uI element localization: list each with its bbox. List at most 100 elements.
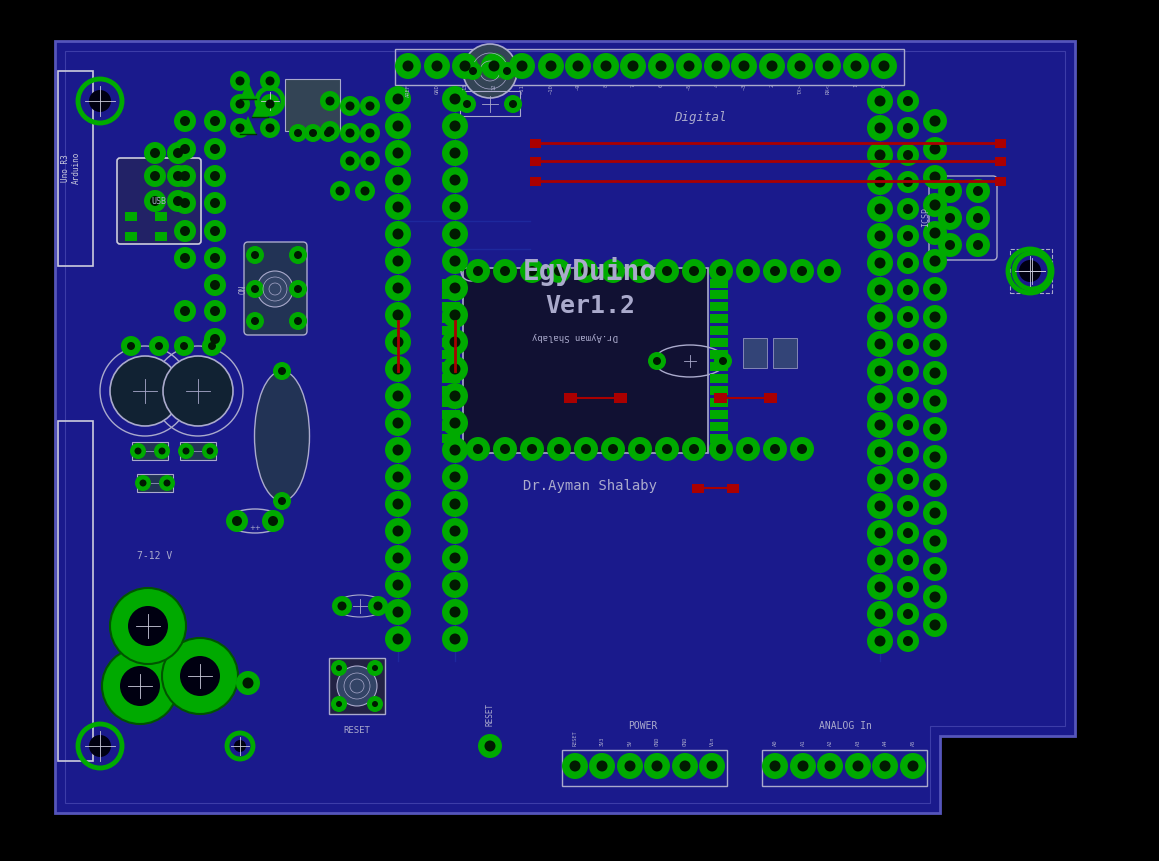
Circle shape [875, 447, 885, 457]
Circle shape [320, 121, 340, 141]
Circle shape [547, 437, 571, 461]
Circle shape [235, 77, 245, 85]
Bar [994, 139, 1006, 147]
Circle shape [180, 198, 190, 208]
Circle shape [517, 60, 527, 71]
Text: 8: 8 [604, 84, 608, 87]
Circle shape [204, 110, 226, 132]
Circle shape [204, 247, 226, 269]
Text: A4: A4 [882, 740, 888, 746]
Circle shape [903, 231, 913, 241]
Circle shape [150, 148, 160, 158]
Circle shape [897, 495, 919, 517]
Bar [132, 442, 168, 460]
Circle shape [139, 480, 146, 486]
Circle shape [824, 760, 836, 771]
Circle shape [159, 448, 166, 455]
Circle shape [294, 251, 302, 259]
Circle shape [450, 499, 460, 510]
Circle shape [699, 753, 726, 779]
Circle shape [527, 266, 537, 276]
Circle shape [867, 439, 892, 465]
Circle shape [304, 124, 322, 142]
Bar [442, 326, 460, 335]
Circle shape [867, 493, 892, 519]
Circle shape [867, 196, 892, 222]
Text: A3: A3 [855, 740, 860, 746]
Circle shape [385, 194, 411, 220]
Circle shape [174, 300, 196, 322]
Circle shape [265, 100, 275, 108]
Circle shape [903, 366, 913, 376]
Circle shape [424, 53, 450, 79]
Circle shape [875, 96, 885, 107]
Circle shape [319, 124, 337, 142]
Text: Arduino: Arduino [72, 152, 80, 184]
Circle shape [450, 525, 460, 536]
Circle shape [450, 444, 460, 455]
Bar [1009, 249, 1052, 293]
Text: Ver1.2: Ver1.2 [545, 294, 635, 318]
Circle shape [180, 342, 188, 350]
Text: GND: GND [435, 84, 439, 94]
Polygon shape [240, 81, 256, 99]
Circle shape [150, 171, 160, 181]
Circle shape [688, 266, 699, 276]
Circle shape [527, 444, 537, 454]
Circle shape [252, 251, 258, 259]
Bar [442, 314, 460, 323]
Circle shape [110, 356, 180, 426]
Bar [727, 484, 739, 492]
Bar [710, 362, 728, 371]
Circle shape [872, 53, 897, 79]
Circle shape [210, 334, 220, 344]
Circle shape [462, 44, 517, 98]
Circle shape [393, 472, 403, 482]
Circle shape [180, 144, 190, 154]
Bar [764, 393, 777, 403]
FancyBboxPatch shape [245, 242, 307, 335]
Circle shape [257, 271, 293, 307]
Circle shape [903, 636, 913, 646]
Text: A5: A5 [911, 740, 916, 746]
Circle shape [815, 53, 841, 79]
Circle shape [178, 443, 194, 459]
Circle shape [843, 53, 869, 79]
Bar [710, 338, 728, 347]
Circle shape [385, 302, 411, 328]
Circle shape [875, 474, 885, 485]
Circle shape [688, 444, 699, 454]
Circle shape [473, 266, 483, 276]
Bar [530, 177, 540, 185]
Ellipse shape [255, 371, 309, 501]
Bar [442, 422, 460, 430]
Circle shape [938, 233, 962, 257]
Circle shape [851, 60, 861, 71]
Circle shape [393, 282, 403, 294]
Circle shape [897, 117, 919, 139]
Circle shape [493, 259, 517, 283]
Circle shape [337, 602, 347, 610]
Circle shape [581, 266, 591, 276]
Text: Vin: Vin [709, 737, 714, 746]
Circle shape [331, 696, 347, 712]
Circle shape [210, 116, 220, 126]
Circle shape [554, 444, 564, 454]
Circle shape [564, 53, 591, 79]
Circle shape [790, 259, 814, 283]
Circle shape [965, 179, 990, 203]
Text: A1: A1 [801, 740, 806, 746]
Circle shape [867, 466, 892, 492]
Circle shape [210, 198, 220, 208]
Bar [442, 398, 460, 406]
Circle shape [289, 280, 307, 298]
Circle shape [573, 60, 583, 71]
Circle shape [709, 437, 732, 461]
Circle shape [930, 480, 940, 491]
Circle shape [174, 110, 196, 132]
Circle shape [867, 331, 892, 357]
Circle shape [897, 360, 919, 382]
Circle shape [867, 223, 892, 249]
Circle shape [442, 518, 468, 544]
Bar [710, 433, 728, 443]
